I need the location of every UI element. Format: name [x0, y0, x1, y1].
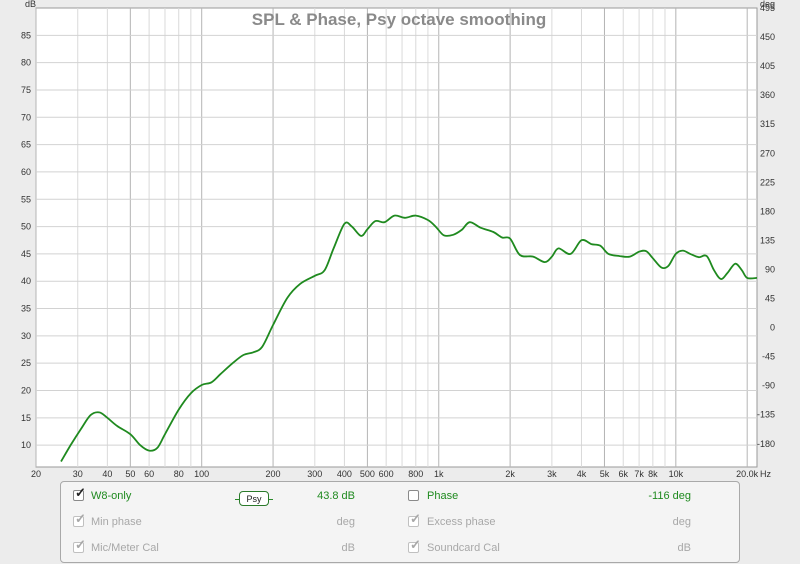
excess-phase-label: Excess phase	[427, 516, 496, 528]
x-axis-tick-label: 200	[266, 469, 281, 479]
phase-checkbox[interactable]	[408, 490, 419, 501]
left-axis-tick-label: 70	[21, 112, 31, 122]
right-axis-tick-label: 225	[760, 177, 775, 187]
x-axis-ticks: 20 30 40 50 60 80 100 200 300 400 500 600 800 1k 2k 3k 4…	[31, 469, 759, 479]
min-phase-value: deg	[336, 516, 355, 528]
legend-row-minphase: ✓ Min phase deg ✓ Excess phase deg	[61, 512, 739, 534]
x-axis-tick-label: 80	[174, 469, 184, 479]
x-axis-tick-label: 3k	[547, 469, 557, 479]
right-axis-tick-label: -45	[762, 352, 775, 362]
grid	[35, 8, 757, 467]
right-axis-tick-label: 180	[760, 206, 775, 216]
x-axis-tick-label: 20.0k	[736, 469, 759, 479]
soundcard-cal-label: Soundcard Cal	[427, 542, 500, 554]
excess-phase-value: deg	[672, 516, 691, 528]
x-axis-tick-label: 400	[337, 469, 352, 479]
right-axis-tick-label: 270	[760, 148, 775, 158]
right-axis-tick-label: 45	[765, 294, 775, 304]
x-axis-tick-label: 60	[144, 469, 154, 479]
check-icon: ✓	[75, 537, 86, 552]
x-axis-tick-label: 50	[125, 469, 135, 479]
left-axis-tick-label: 15	[21, 413, 31, 423]
x-axis-tick-label: 6k	[618, 469, 628, 479]
x-axis-tick-label: 7k	[634, 469, 644, 479]
x-axis-unit: Hz	[760, 469, 771, 479]
left-axis-tick-label: 35	[21, 304, 31, 314]
x-axis-tick-label: 8k	[648, 469, 658, 479]
left-axis-unit: dB	[25, 0, 36, 9]
check-icon: ✓	[410, 537, 421, 552]
right-axis-ticks: -180 -135 -90 -45 0 45 90 135 180 225 270 315 360 405…	[757, 3, 775, 449]
x-axis-tick-label: 2k	[505, 469, 515, 479]
excess-phase-checkbox[interactable]: ✓	[408, 512, 421, 527]
right-axis-tick-label: 495	[760, 3, 775, 13]
right-axis-tick-label: 315	[760, 119, 775, 129]
x-axis-tick-label: 600	[379, 469, 394, 479]
legend-row-cal: ✓ Mic/Meter Cal dB ✓ Soundcard Cal dB	[61, 538, 739, 560]
right-axis-tick-label: 360	[760, 90, 775, 100]
x-axis-tick-label: 10k	[669, 469, 684, 479]
right-axis-tick-label: 135	[760, 235, 775, 245]
x-axis-tick-label: 4k	[577, 469, 587, 479]
x-axis-tick-label: 30	[73, 469, 83, 479]
left-axis-tick-label: 25	[21, 358, 31, 368]
right-axis-tick-label: 0	[770, 323, 775, 333]
soundcard-cal-checkbox[interactable]: ✓	[408, 538, 421, 553]
x-axis-tick-label: 800	[408, 469, 423, 479]
left-axis-tick-label: 50	[21, 222, 31, 232]
spl-phase-chart[interactable]: 10 15 20 25 30 35 40 45 50 55 60 65 70 75 80 85 -180 -13…	[0, 0, 800, 480]
right-axis-unit: deg	[760, 0, 775, 9]
check-icon: ✓	[410, 511, 421, 526]
right-axis-tick-label: -90	[762, 381, 775, 391]
min-phase-label: Min phase	[91, 516, 142, 528]
left-axis-tick-label: 20	[21, 386, 31, 396]
w8-only-value: 43.8 dB	[317, 490, 355, 502]
phase-label: Phase	[427, 490, 459, 502]
check-icon: ✓	[75, 511, 86, 526]
x-axis-tick-label: 20	[31, 469, 41, 479]
legend-panel: ✓ W8-only Psy 43.8 dB Phase -116 deg ✓ M…	[60, 481, 740, 563]
left-axis-ticks: 10 15 20 25 30 35 40 45 50 55 60 65 70 75 80 85	[21, 30, 31, 450]
left-axis-tick-label: 65	[21, 140, 31, 150]
min-phase-checkbox[interactable]: ✓	[73, 512, 86, 527]
legend-row-w8: ✓ W8-only Psy 43.8 dB Phase -116 deg	[61, 486, 739, 508]
smoothing-button[interactable]: Psy	[239, 491, 269, 506]
left-axis-tick-label: 40	[21, 276, 31, 286]
x-axis-tick-label: 300	[307, 469, 322, 479]
w8-only-label: W8-only	[91, 490, 132, 502]
check-icon: ✓	[75, 485, 86, 500]
x-axis-tick-label: 1k	[434, 469, 444, 479]
left-axis-tick-label: 45	[21, 249, 31, 259]
left-axis-tick-label: 80	[21, 58, 31, 68]
left-axis-tick-label: 55	[21, 194, 31, 204]
left-axis-tick-label: 30	[21, 331, 31, 341]
smoothing-line-right	[269, 499, 273, 500]
series-line-w8-only	[60, 214, 757, 462]
smoothing-line-left	[235, 499, 239, 500]
mic-meter-cal-label: Mic/Meter Cal	[91, 542, 159, 554]
x-axis-tick-label: 100	[194, 469, 209, 479]
right-axis-tick-label: 90	[765, 264, 775, 274]
mic-meter-cal-value: dB	[341, 542, 355, 554]
plot-area[interactable]	[35, 7, 758, 468]
x-axis-tick-label: 5k	[600, 469, 610, 479]
left-axis-tick-label: 10	[21, 440, 31, 450]
soundcard-cal-value: dB	[677, 542, 691, 554]
x-axis-tick-label: 500	[360, 469, 375, 479]
series-layer	[60, 214, 757, 462]
left-axis-tick-label: 85	[21, 30, 31, 40]
x-axis-tick-label: 40	[102, 469, 112, 479]
w8-only-checkbox[interactable]: ✓	[73, 486, 86, 501]
right-axis-tick-label: 450	[760, 32, 775, 42]
left-axis-tick-label: 60	[21, 167, 31, 177]
right-axis-tick-label: -135	[757, 410, 775, 420]
phase-value: -116 deg	[648, 490, 691, 502]
right-axis-tick-label: 405	[760, 61, 775, 71]
right-axis-tick-label: -180	[757, 439, 775, 449]
chart-title: SPL & Phase, Psy octave smoothing	[252, 10, 546, 29]
mic-meter-cal-checkbox[interactable]: ✓	[73, 538, 86, 553]
left-axis-tick-label: 75	[21, 85, 31, 95]
